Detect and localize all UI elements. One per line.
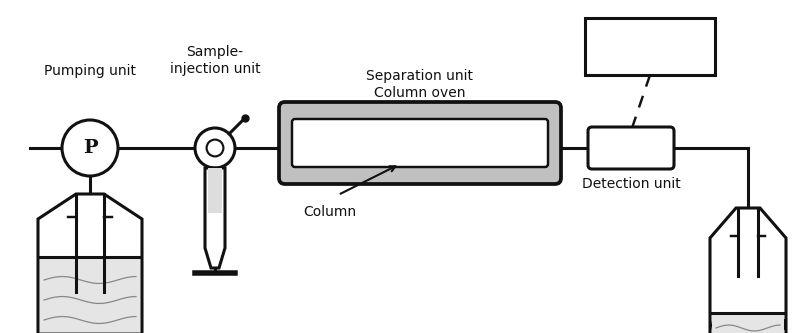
Circle shape xyxy=(195,128,235,168)
Text: Waste fluid: Waste fluid xyxy=(708,319,786,333)
Text: P: P xyxy=(83,139,97,157)
Circle shape xyxy=(62,120,118,176)
Polygon shape xyxy=(205,168,225,268)
FancyBboxPatch shape xyxy=(278,102,561,184)
Polygon shape xyxy=(208,168,221,243)
Text: Column: Column xyxy=(303,205,356,219)
Text: Separation unit
Column oven: Separation unit Column oven xyxy=(366,69,473,100)
Text: Data-
processing unit: Data- processing unit xyxy=(596,27,702,58)
FancyBboxPatch shape xyxy=(292,119,547,167)
Text: Sample-
injection unit: Sample- injection unit xyxy=(169,45,260,76)
Polygon shape xyxy=(38,194,142,333)
Polygon shape xyxy=(208,168,221,213)
Polygon shape xyxy=(40,257,140,332)
Polygon shape xyxy=(709,208,785,333)
Text: Pumping unit: Pumping unit xyxy=(44,64,136,78)
Text: Detection unit: Detection unit xyxy=(581,177,679,191)
FancyBboxPatch shape xyxy=(585,18,714,75)
FancyBboxPatch shape xyxy=(587,127,673,169)
Polygon shape xyxy=(711,313,783,333)
